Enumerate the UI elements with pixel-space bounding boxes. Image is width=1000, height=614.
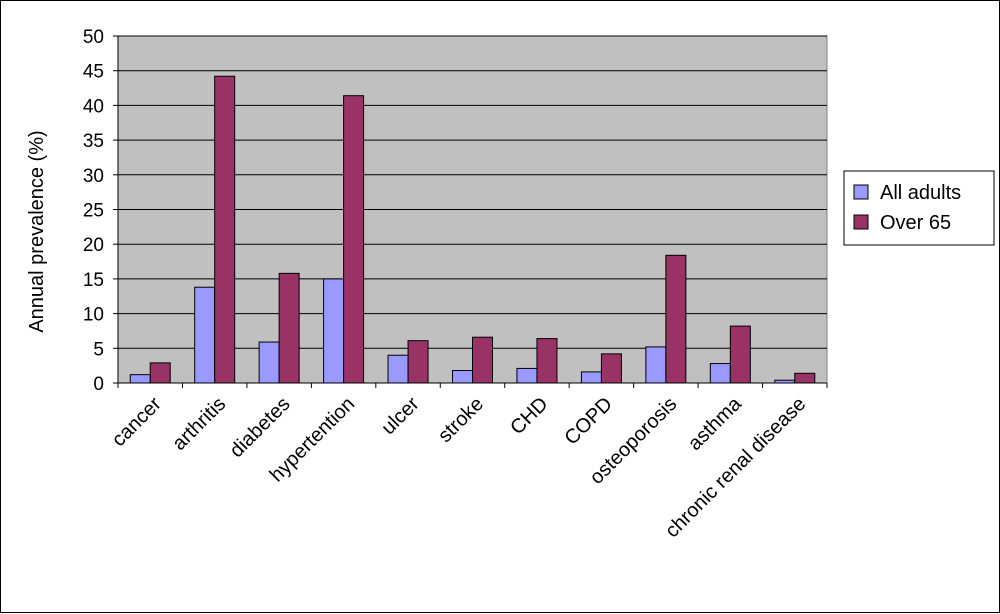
bar-all-adults-copd	[580, 371, 602, 384]
x-category-label: cancer	[108, 393, 166, 451]
x-category-label: ulcer	[377, 393, 423, 439]
y-tick-label: 10	[83, 305, 104, 326]
bar-all-adults-arthritis	[194, 286, 216, 384]
y-axis-title: Annual prevalence (%)	[26, 130, 48, 332]
y-tick-label: 20	[83, 235, 104, 256]
x-category-label: stroke	[434, 393, 488, 447]
bar-over-65-copd	[600, 353, 622, 384]
legend: All adults Over 65	[843, 170, 995, 246]
bar-over-65-cancer	[149, 362, 171, 384]
legend-swatch	[853, 214, 869, 230]
bar-all-adults-chd	[516, 367, 538, 384]
x-category-label: COPD	[561, 393, 617, 449]
bar-all-adults-cancer	[129, 374, 151, 384]
bar-over-65-diabetes	[278, 272, 300, 384]
y-tick-label: 35	[83, 131, 104, 152]
axes	[117, 36, 828, 388]
legend-swatch	[853, 184, 869, 200]
bars	[129, 75, 816, 384]
y-tick-label: 40	[83, 96, 104, 117]
gridlines	[113, 35, 827, 384]
bar-over-65-chronic-renal-disease	[794, 372, 816, 384]
bar-all-adults-diabetes	[258, 341, 280, 384]
x-category-label: CHD	[506, 393, 552, 439]
x-category-label: arthritis	[168, 393, 230, 455]
y-tick-label: 50	[83, 27, 104, 48]
bar-over-65-ulcer	[407, 340, 429, 384]
bar-over-65-hypertention	[343, 95, 365, 384]
bar-all-adults-hypertention	[323, 278, 345, 384]
x-category-label: asthma	[684, 392, 747, 455]
bar-over-65-arthritis	[214, 75, 236, 384]
bar-all-adults-stroke	[452, 370, 473, 384]
y-tick-label: 25	[83, 201, 104, 222]
bar-over-65-osteoporosis	[665, 254, 687, 384]
bar-all-adults-asthma	[709, 363, 731, 384]
y-tick-label: 30	[83, 166, 104, 187]
legend-label: All adults	[880, 182, 961, 204]
y-tick-label: 15	[83, 270, 104, 291]
bar-over-65-asthma	[729, 325, 751, 384]
legend-label: Over 65	[880, 212, 951, 234]
y-tick-labels: 0 5 10 15 20 25 30 35 40 45 50	[83, 27, 104, 395]
bar-over-65-stroke	[472, 336, 493, 384]
y-tick-label: 5	[93, 339, 104, 360]
bar-over-65-chd	[536, 338, 558, 384]
y-tick-label: 45	[83, 62, 104, 83]
bar-all-adults-ulcer	[387, 354, 409, 384]
bar-all-adults-osteoporosis	[645, 346, 667, 384]
legend-box	[843, 170, 995, 246]
y-tick-label: 0	[93, 374, 104, 395]
